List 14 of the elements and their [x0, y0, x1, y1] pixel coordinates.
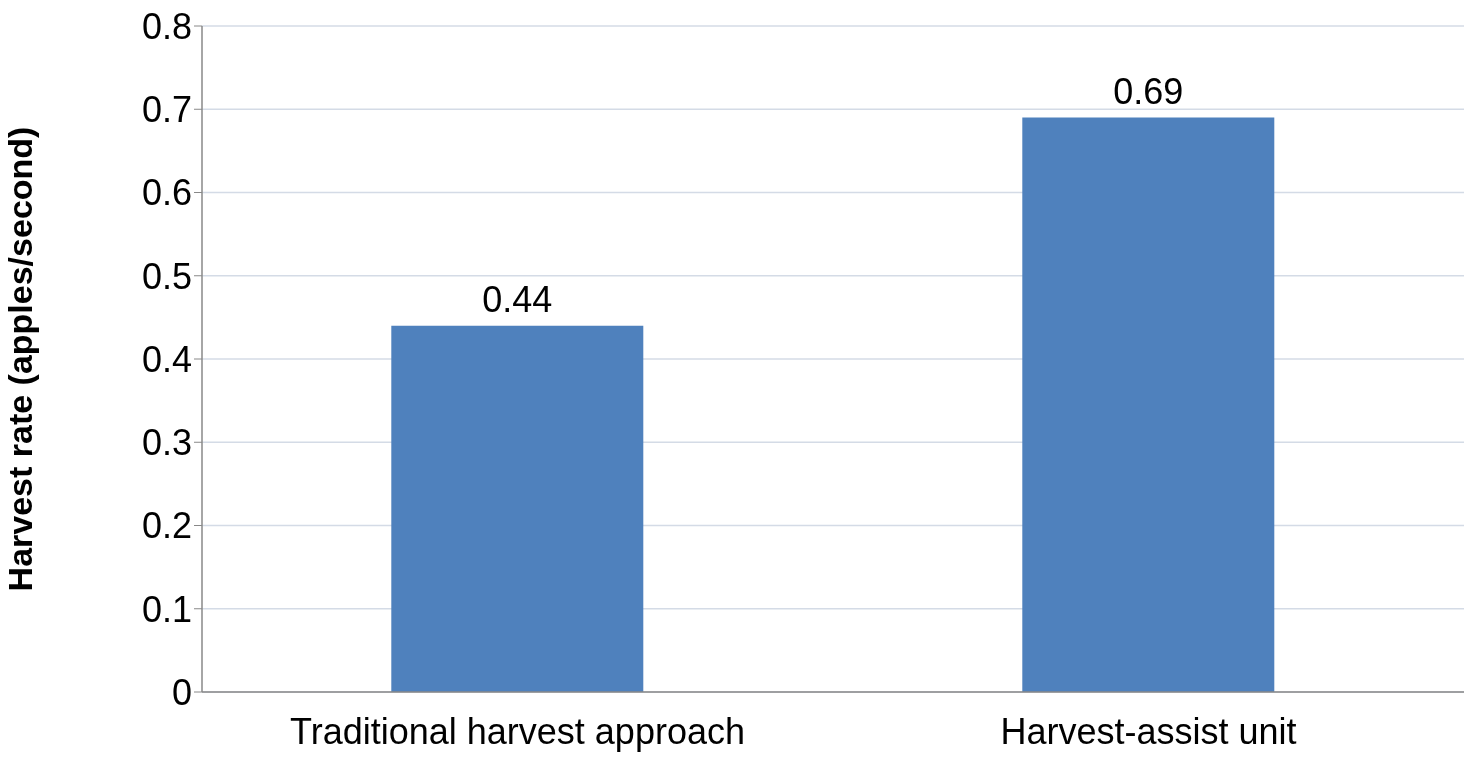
y-tick-label: 0.5 — [141, 255, 192, 297]
y-tick-label: 0.8 — [141, 5, 192, 47]
data-label: 0.44 — [482, 278, 553, 320]
x-tick-label: Traditional harvest approach — [290, 710, 745, 752]
y-tick-label: 0.6 — [141, 172, 192, 214]
y-tick-label: 0.2 — [141, 505, 192, 547]
y-tick-label: 0.4 — [141, 338, 192, 380]
y-tick-label: 0.3 — [141, 422, 192, 464]
y-tick-label: 0.1 — [141, 588, 192, 630]
y-tick-label: 0.7 — [141, 89, 192, 131]
y-axis-title: Harvest rate (apples/second) — [1, 126, 40, 592]
data-label: 0.69 — [1113, 70, 1184, 112]
y-tick-label: 0 — [171, 671, 192, 713]
x-tick-label: Harvest-assist unit — [1000, 710, 1297, 752]
